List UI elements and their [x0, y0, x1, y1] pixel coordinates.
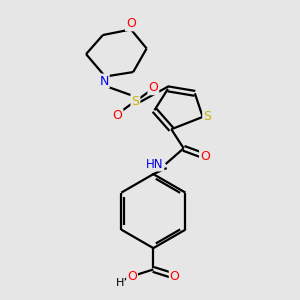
Text: H: H [116, 278, 124, 288]
Text: HN: HN [146, 158, 164, 170]
Text: O: O [127, 270, 137, 283]
Text: O: O [148, 81, 158, 94]
Text: O: O [170, 270, 180, 283]
Text: S: S [203, 110, 211, 123]
Text: N: N [99, 74, 109, 88]
Text: O: O [126, 17, 136, 30]
Text: S: S [131, 95, 140, 108]
Text: O: O [112, 109, 122, 122]
Text: O: O [200, 150, 210, 163]
